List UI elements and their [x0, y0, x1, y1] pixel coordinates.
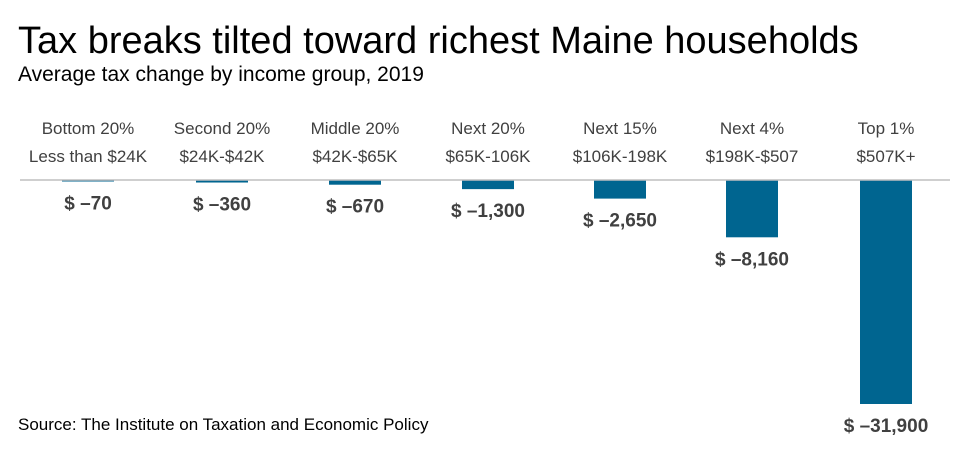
category-range-label: $106K-198K: [573, 147, 668, 166]
category-range-label: $198K-$507: [706, 147, 799, 166]
category-range-label: $507K+: [856, 147, 915, 166]
category-label: Top 1%: [858, 119, 915, 138]
value-label: $ –70: [64, 194, 112, 215]
category-label: Next 15%: [583, 119, 657, 138]
value-label: $ –31,900: [844, 416, 929, 437]
category-label: Middle 20%: [311, 119, 400, 138]
category-label: Next 4%: [720, 119, 784, 138]
value-label: $ –2,650: [583, 211, 657, 232]
category-label: Bottom 20%: [42, 119, 135, 138]
bar: [462, 180, 514, 190]
bar: [594, 180, 646, 199]
chart-source: Source: The Institute on Taxation and Ec…: [18, 415, 429, 434]
value-label: $ –670: [326, 197, 384, 218]
category-range-label: $42K-$65K: [312, 147, 398, 166]
bar: [726, 180, 778, 238]
category-label: Next 20%: [451, 119, 525, 138]
chart-title: Tax breaks tilted toward richest Maine h…: [18, 20, 859, 62]
bar: [196, 180, 248, 183]
value-label: $ –8,160: [715, 249, 789, 270]
value-label: $ –1,300: [451, 201, 525, 222]
chart-subtitle: Average tax change by income group, 2019: [18, 63, 424, 86]
value-label: $ –360: [193, 195, 251, 216]
category-range-label: $65K-106K: [445, 147, 531, 166]
bar: [860, 180, 912, 404]
category-label: Second 20%: [174, 119, 270, 138]
labels-layer: Bottom 20% Less than $24K Second 20% $24K-$…: [29, 119, 928, 437]
category-range-label: $24K-$42K: [179, 147, 265, 166]
bar: [329, 180, 381, 185]
bars-layer: [62, 180, 912, 404]
category-range-label: Less than $24K: [29, 147, 148, 166]
